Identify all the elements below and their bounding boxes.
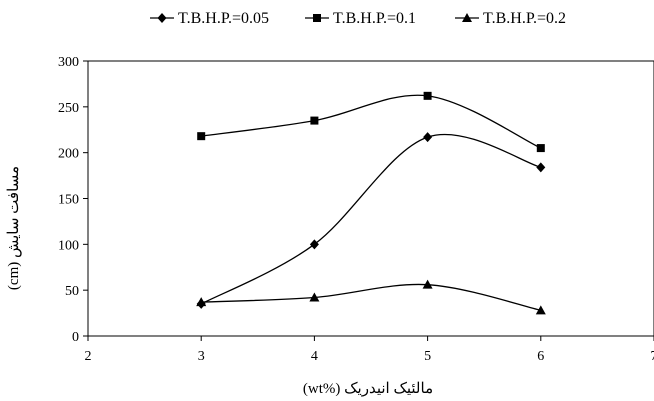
plot-axes: 0 50 100 150 200 250 300 2 3 4 5 6 7 <box>58 55 654 364</box>
y-tick-label: 50 <box>65 284 79 299</box>
data-point <box>310 116 319 125</box>
series-line <box>201 94 542 149</box>
series-1 <box>196 132 546 309</box>
legend-item: T.B.H.P.=0.1 <box>305 10 416 27</box>
legend-label: T.B.H.P.=0.2 <box>483 10 566 27</box>
data-point <box>309 292 320 302</box>
data-point <box>536 162 546 173</box>
legend-marker <box>313 14 321 22</box>
legend-marker <box>157 13 167 23</box>
data-point <box>423 91 432 100</box>
y-tick-label: 250 <box>58 101 79 116</box>
series-layer <box>196 91 546 315</box>
y-tick-label: 150 <box>58 193 79 208</box>
x-tick-label: 7 <box>651 349 654 364</box>
series-3 <box>196 279 546 315</box>
legend-item: T.B.H.P.=0.2 <box>455 10 566 27</box>
legend-marker <box>462 13 472 22</box>
data-point <box>197 132 206 141</box>
data-point <box>536 144 545 153</box>
plot-frame <box>87 60 654 337</box>
y-tick-label: 300 <box>58 55 79 70</box>
series-line <box>201 283 541 311</box>
data-point <box>196 297 207 307</box>
data-point <box>422 279 433 289</box>
y-tick-label: 100 <box>58 238 79 253</box>
data-point <box>423 132 433 143</box>
y-tick-label: 0 <box>72 330 79 345</box>
legend-label: T.B.H.P.=0.1 <box>333 10 416 27</box>
x-axis-title: مالئیک انیدریک (%wt) <box>303 381 433 397</box>
y-axis-title: مسافت سایش (cm) <box>6 166 22 290</box>
data-point <box>309 239 319 250</box>
x-tick-label: 4 <box>311 349 318 364</box>
x-tick-label: 2 <box>85 349 92 364</box>
y-tick-label: 200 <box>58 147 79 162</box>
legend: T.B.H.P.=0.05 T.B.H.P.=0.1 T.B.H.P.=0.2 <box>150 10 566 27</box>
x-tick-label: 3 <box>198 349 205 364</box>
series-line <box>200 133 541 305</box>
x-tick-label: 6 <box>537 349 544 364</box>
x-tick-label: 5 <box>424 349 431 364</box>
data-point <box>535 305 546 315</box>
legend-item: T.B.H.P.=0.05 <box>150 10 269 27</box>
legend-label: T.B.H.P.=0.05 <box>178 10 269 27</box>
series-2 <box>197 91 545 153</box>
